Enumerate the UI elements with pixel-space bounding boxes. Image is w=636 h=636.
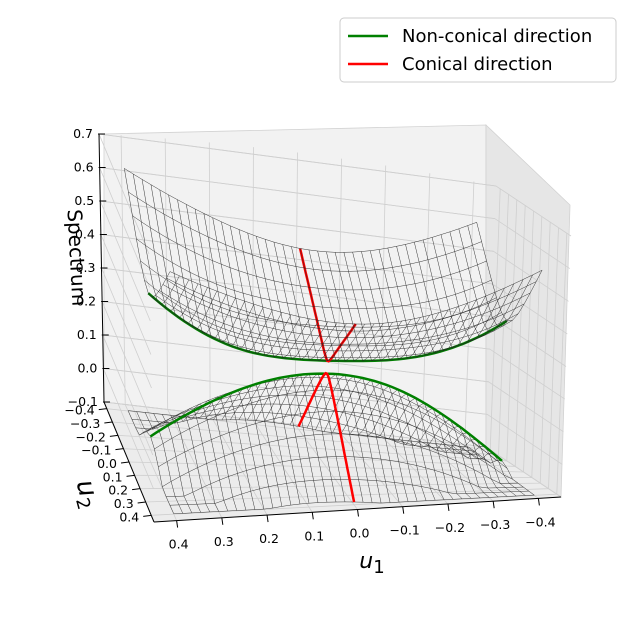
upper-band-mesh-line-u2-0 — [124, 168, 477, 253]
y-tick-labels: −0.4−0.3−0.2−0.10.00.10.20.30.4 — [64, 403, 139, 525]
upper-band-mesh-line-u2-6 — [148, 293, 507, 362]
y-tick-mark-8 — [143, 514, 152, 517]
grid-line-x-8 — [464, 181, 539, 499]
y-tick-label-8: 0.4 — [119, 509, 139, 524]
z-tick-label-0: 0.7 — [73, 126, 93, 141]
y-tick-label-5: 0.1 — [103, 469, 123, 484]
y-tick-label-7: 0.3 — [114, 496, 134, 511]
z-tick-label-6: 0.1 — [77, 327, 97, 342]
grid-line-z-right-6 — [102, 334, 564, 433]
x-tick-label-5: −0.1 — [390, 523, 420, 538]
upper-band-mesh-line-u2-1 — [128, 191, 482, 272]
legend-label-non-conical: Non-conical direction — [402, 26, 592, 47]
upper-band-mesh-line-u2-2 — [132, 215, 487, 291]
upper-band-mesh-line-u2-9 — [159, 290, 525, 345]
z-tick-label-5: 0.2 — [76, 294, 96, 309]
y-tick-mark-3 — [115, 448, 124, 451]
upper-band-mesh-line-u2-5 — [144, 279, 502, 347]
grid-line-z-right-0 — [98, 133, 572, 237]
z-tick-label-3: 0.4 — [75, 227, 95, 242]
x-tick-label-4: 0.0 — [350, 526, 370, 541]
y-axis-label: u2 — [67, 477, 106, 513]
x-tick-label-6: −0.2 — [435, 520, 465, 535]
grid-lines — [98, 133, 572, 523]
x-tick-label-8: −0.4 — [525, 514, 555, 529]
x-tick-label-2: 0.2 — [259, 531, 279, 546]
x-axis-label: u1 — [359, 549, 384, 578]
x-tick-mark-6 — [447, 503, 450, 512]
x-tick-label-1: 0.3 — [214, 534, 234, 549]
grid-line-y-6 — [140, 222, 551, 490]
x-axis-label-sub: 1 — [373, 557, 384, 578]
y-axis-label-main: u — [70, 477, 103, 501]
grid-line-x-3 — [252, 147, 313, 513]
x-tick-mark-2 — [266, 514, 269, 523]
x-tick-mark-1 — [221, 517, 224, 525]
grid-line-x-2 — [208, 142, 268, 516]
tick-marks — [98, 133, 540, 528]
upper-band-mesh-line-u2-3 — [136, 238, 492, 309]
grid-line-x-0 — [120, 135, 177, 521]
x-tick-mark-3 — [311, 512, 314, 520]
upper-band-wireframe — [124, 168, 543, 362]
upper-band-mesh-line-u2-4 — [140, 260, 497, 328]
grid-line-y-1 — [112, 194, 509, 456]
y-tick-mark-7 — [137, 501, 146, 504]
y-tick-mark-5 — [126, 474, 135, 477]
z-tick-label-1: 0.6 — [74, 160, 94, 175]
z-tick-label-8: −0.1 — [68, 394, 98, 409]
y-tick-label-6: 0.2 — [108, 483, 128, 498]
z-tick-labels: 0.7 0.6 0.5 0.4 0.3 0.2 0.1 0.0 −0.1 — [68, 126, 98, 409]
conical-line-lower — [297, 371, 356, 503]
upper-band-mesh-line-u2-7 — [151, 297, 513, 359]
grid-line-x-1 — [164, 138, 223, 518]
grid-line-x-6 — [379, 165, 449, 505]
x-tick-label-3: 0.1 — [304, 528, 324, 543]
grid-line-z-right-3 — [100, 234, 568, 335]
legend-label-conical: Conical direction — [402, 54, 553, 75]
z-tick-label-7: 0.0 — [77, 361, 97, 376]
y-tick-mark-1 — [104, 421, 113, 424]
x-tick-labels: 0.4 0.3 0.2 0.1 0.0 −0.1 −0.2 −0.3 −0.4 — [169, 514, 556, 551]
x-tick-mark-4 — [357, 509, 359, 517]
x-tick-mark-8 — [537, 498, 540, 506]
grid-line-y-2 — [117, 199, 518, 462]
upper-band-mesh-line-u2-8 — [155, 295, 519, 352]
z-tick-label-2: 0.5 — [74, 193, 94, 208]
grid-line-y-4 — [128, 210, 534, 473]
grid-line-z-right-1 — [99, 167, 571, 269]
grid-line-z-right-5 — [102, 301, 566, 400]
y-tick-mark-4 — [120, 461, 130, 464]
y-axis-label-sub: 2 — [71, 496, 94, 512]
legend-box — [339, 17, 617, 83]
y-tick-label-2: −0.2 — [76, 429, 106, 444]
x-tick-mark-0 — [176, 520, 179, 528]
grid-line-z-right-4 — [101, 267, 567, 367]
y-tick-label-0: −0.4 — [64, 403, 94, 418]
grid-line-x-4 — [294, 152, 358, 510]
upper-band-mesh-line-u2-12 — [169, 269, 543, 325]
x-tick-label-7: −0.3 — [480, 517, 510, 532]
grid-line-y-3 — [123, 205, 526, 467]
legend: Non-conical direction Conical direction — [339, 17, 617, 83]
y-tick-mark-6 — [132, 488, 141, 491]
upper-band-mesh-line-u2-10 — [162, 284, 531, 338]
grid-line-y-8 — [151, 233, 568, 516]
z-tick-label-4: 0.3 — [76, 260, 96, 275]
y-tick-label-3: −0.1 — [81, 443, 111, 458]
grid-line-y-5 — [134, 216, 543, 479]
x-tick-mark-7 — [492, 501, 495, 509]
x-tick-label-0: 0.4 — [169, 537, 189, 552]
y-tick-label-4: 0.0 — [97, 456, 117, 471]
upper-band-mesh-line-u2-11 — [166, 277, 537, 332]
y-tick-label-1: −0.3 — [70, 416, 100, 431]
x-tick-mark-5 — [402, 506, 405, 514]
y-tick-mark-2 — [109, 434, 118, 437]
x-axis-label-main: u — [359, 549, 373, 574]
z-axis-label: Spectrum — [62, 209, 91, 307]
grid-line-z-right-7 — [103, 368, 563, 465]
y-tick-mark-0 — [98, 408, 107, 411]
grid-line-z-right-2 — [100, 200, 569, 302]
